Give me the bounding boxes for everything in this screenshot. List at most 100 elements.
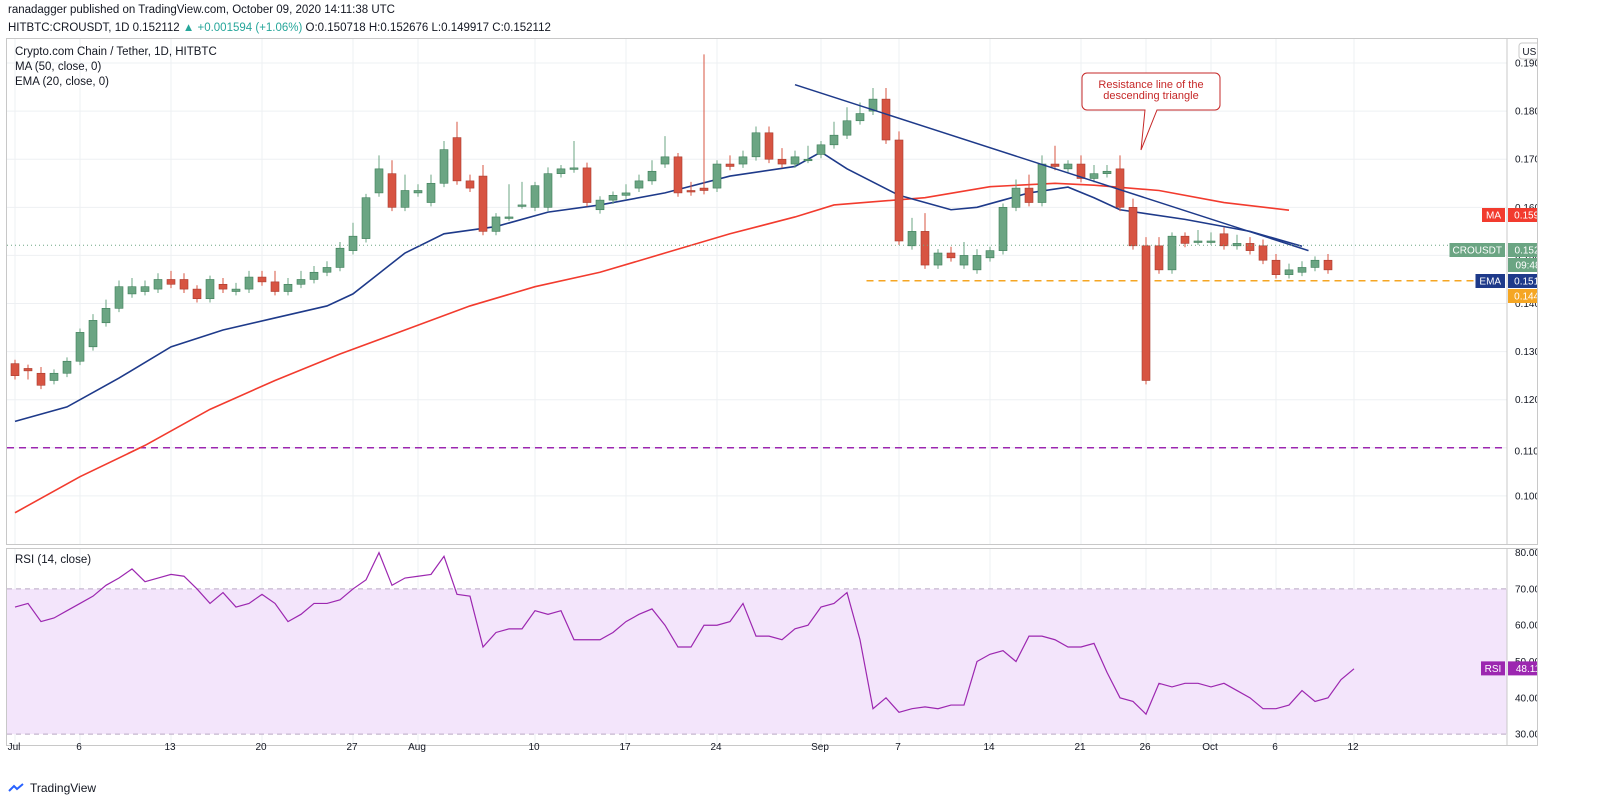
bullish-candle (1102, 170, 1112, 174)
bearish-candle (881, 98, 891, 141)
bearish-candle (1076, 163, 1086, 179)
price-tag-label-bg (1449, 243, 1505, 257)
bullish-candle (933, 252, 943, 266)
bullish-candle (816, 144, 826, 155)
bearish-candle (1024, 187, 1034, 203)
price-tag-label: CROUSDT (1453, 246, 1502, 257)
price-grid (7, 39, 1507, 544)
bearish-candle (257, 276, 267, 283)
x-tick-label: Jul (8, 742, 21, 753)
bullish-candle (439, 149, 449, 184)
rsi-panel[interactable]: 30.0040.0050.0060.0070.0080.00RSI48.11 R… (6, 548, 1538, 746)
bullish-candle (556, 168, 566, 174)
rsi-current-value: 48.11 (1516, 664, 1537, 675)
bullish-candle (491, 216, 501, 232)
x-tick-label: Aug (408, 742, 426, 753)
rsi-chart-svg[interactable]: 30.0040.0050.0060.0070.0080.00RSI48.11 (7, 549, 1537, 745)
price-tag-label-bg (1482, 208, 1505, 222)
bearish-candle (1323, 259, 1333, 271)
bullish-candle (972, 255, 982, 271)
bearish-candle (699, 187, 709, 191)
bullish-candle (361, 197, 371, 239)
rsi-tick-label: 60.00 (1515, 621, 1537, 632)
price-tag-value-bg (1508, 243, 1537, 257)
bullish-candle (205, 279, 215, 300)
rsi-tick-label: 30.00 (1515, 730, 1537, 741)
bearish-candle (1050, 163, 1060, 167)
bullish-candle (803, 158, 813, 162)
currency-box (1518, 42, 1537, 60)
bearish-candle (1128, 207, 1138, 247)
bullish-candle (62, 360, 72, 374)
time-axis[interactable]: Jul 6 13 20 27 Aug 10 17 24 Sep 7 14 21 26 Oct 6 12 (6, 737, 1536, 757)
x-tick-label: 13 (164, 742, 176, 753)
bullish-candle (1206, 240, 1216, 243)
x-tick-label: 21 (1074, 742, 1086, 753)
ma-legend[interactable]: MA (50, close, 0) (15, 61, 102, 73)
bearish-candle (894, 139, 904, 242)
rsi-legend[interactable]: RSI (14, close) (15, 554, 92, 566)
bullish-candle (374, 168, 384, 194)
price-tag-value-bg (1508, 289, 1537, 303)
bullish-candle (88, 320, 98, 348)
bullish-candle (1284, 269, 1294, 275)
price-tag-value: 0.144743 (1514, 292, 1537, 303)
bearish-candle (36, 372, 46, 386)
bearish-candle (686, 190, 696, 193)
callout-bubble (1081, 72, 1221, 151)
bullish-candle (998, 207, 1008, 251)
bullish-candle (322, 267, 332, 273)
bearish-candle (725, 163, 735, 167)
price-chart-panel[interactable]: USDT 0.100000 0.110000 0.120000 0.130000 0.14… (6, 38, 1538, 545)
x-tick-label: 14 (983, 742, 995, 753)
price-tick-label: 0.140000 (1515, 299, 1537, 310)
bullish-candle (985, 250, 995, 259)
price-tag-value: 0.152112 (1515, 246, 1537, 257)
bearish-candle (478, 175, 488, 232)
bullish-candle (569, 167, 579, 170)
price-tick-label: 0.130000 (1515, 347, 1537, 358)
x-tick-label: 20 (255, 742, 267, 753)
bullish-candle (829, 134, 839, 146)
x-tick-label: 10 (528, 742, 540, 753)
rsi-tick-label: 80.00 (1515, 549, 1537, 559)
price-tag-value: 0.110000 (1515, 447, 1537, 458)
bearish-candle (1180, 235, 1190, 244)
bearish-candle (582, 167, 592, 203)
bullish-candle (1297, 267, 1307, 273)
price-tick-label: 0.100000 (1515, 491, 1537, 502)
x-tick-label: 27 (346, 742, 358, 753)
ema-legend[interactable]: EMA (20, close, 0) (15, 76, 109, 88)
callout-text-line1: Resistance line of the (1098, 79, 1203, 91)
publisher-line: ranadagger published on TradingView.com,… (8, 4, 395, 16)
bullish-candle (517, 204, 527, 207)
rsi-band-fill (7, 588, 1507, 735)
bullish-candle (738, 156, 748, 165)
x-tick-label: 17 (619, 742, 631, 753)
bullish-candle (1310, 259, 1320, 268)
x-tick-label: 6 (76, 742, 82, 753)
bullish-candle (621, 192, 631, 196)
bearish-candle (946, 252, 956, 259)
x-tick-label: Sep (811, 742, 829, 753)
bullish-candle (751, 132, 761, 158)
tradingview-logo[interactable]: TradingView (8, 781, 96, 795)
price-tick-label: 0.120000 (1515, 395, 1537, 406)
price-tag-value: 09:48:27 (1516, 261, 1537, 272)
bullish-candle (283, 283, 293, 292)
symbol-line: HITBTC:CROUSDT, 1D 0.152112 ▲ +0.001594 … (8, 21, 551, 36)
rsi-tag-label: RSI (1485, 664, 1502, 675)
bearish-candle (179, 279, 189, 290)
price-tag-label-bg (1475, 274, 1505, 288)
ema20-line (14, 151, 1303, 423)
bullish-candle (1011, 187, 1021, 208)
bearish-candle (1271, 259, 1281, 275)
x-tick-label: 26 (1139, 742, 1151, 753)
brand-name: TradingView (30, 781, 97, 795)
price-tag-value-bg (1508, 444, 1537, 458)
price-chart-svg[interactable]: USDT 0.100000 0.110000 0.120000 0.130000 0.14… (7, 39, 1537, 544)
price-tag-value-bg (1508, 274, 1537, 288)
ohlc-values: O:0.150718 H:0.152676 L:0.149917 C:0.152… (305, 22, 551, 34)
bullish-candle (634, 180, 644, 189)
price-tag: 09:48:27 (1508, 258, 1537, 272)
